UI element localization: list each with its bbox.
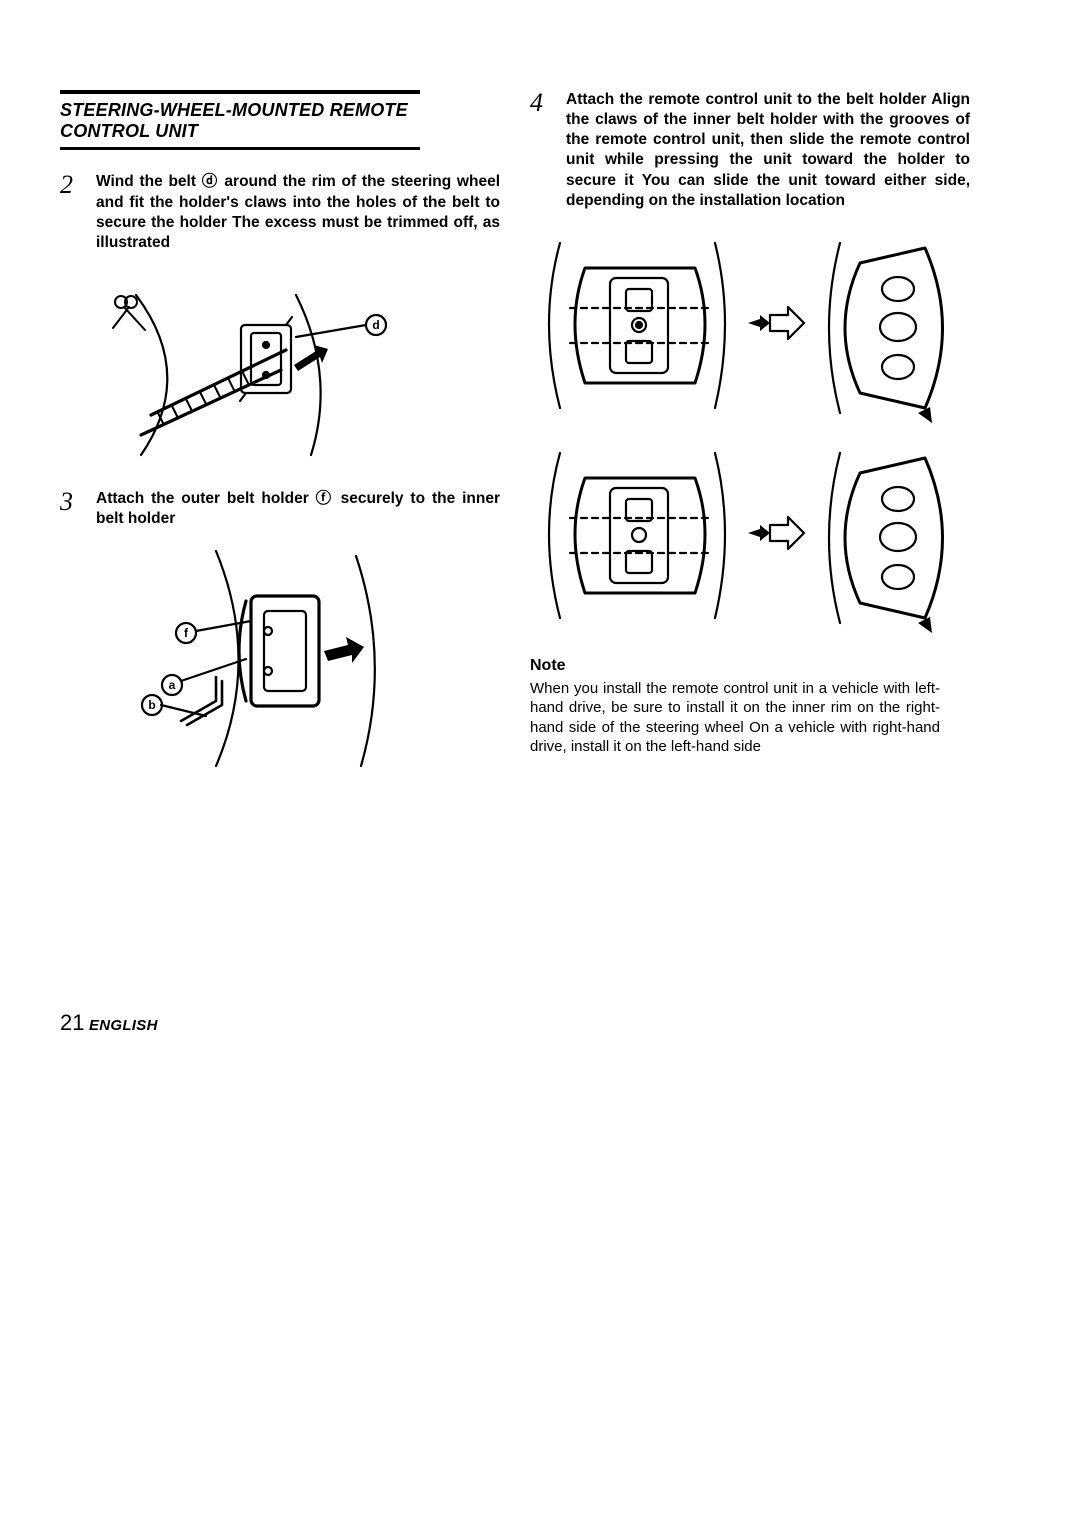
page-footer: 21 ENGLISH — [60, 1010, 158, 1036]
label-a: a — [169, 678, 176, 692]
page: STEERING-WHEEL-MOUNTED REMOTE CONTROL UN… — [0, 0, 1080, 855]
right-column: 4 Attach the remote control unit to the … — [530, 90, 970, 805]
title-rule-top — [60, 90, 420, 94]
left-column: STEERING-WHEEL-MOUNTED REMOTE CONTROL UN… — [60, 90, 500, 805]
figure-step-4b — [530, 433, 970, 633]
label-d: d — [372, 318, 379, 332]
step-4-text: Attach the remote control unit to the be… — [566, 90, 970, 211]
step-3-number: 3 — [60, 489, 82, 529]
note-body: When you install the remote control unit… — [530, 679, 940, 757]
label-f: f — [184, 626, 189, 640]
note-heading: Note — [530, 657, 970, 675]
figure-step-3: f a b — [86, 541, 500, 781]
step-3-text: Attach the outer belt holder ⓕ securely … — [96, 489, 500, 529]
step-3: 3 Attach the outer belt holder ⓕ securel… — [60, 489, 500, 529]
page-number: 21 — [60, 1010, 84, 1035]
step-2: 2 Wind the belt ⓓ around the rim of the … — [60, 172, 500, 253]
label-b: b — [148, 698, 155, 712]
figure-step-4a — [530, 223, 970, 423]
section-title: STEERING-WHEEL-MOUNTED REMOTE CONTROL UN… — [60, 100, 500, 141]
step-2-number: 2 — [60, 172, 82, 253]
figure-step-2: d — [86, 265, 500, 465]
step-2-text: Wind the belt ⓓ around the rim of the st… — [96, 172, 500, 253]
step-4-number: 4 — [530, 90, 552, 211]
page-language: ENGLISH — [89, 1017, 158, 1034]
title-rule-bottom — [60, 147, 420, 150]
step-4: 4 Attach the remote control unit to the … — [530, 90, 970, 211]
